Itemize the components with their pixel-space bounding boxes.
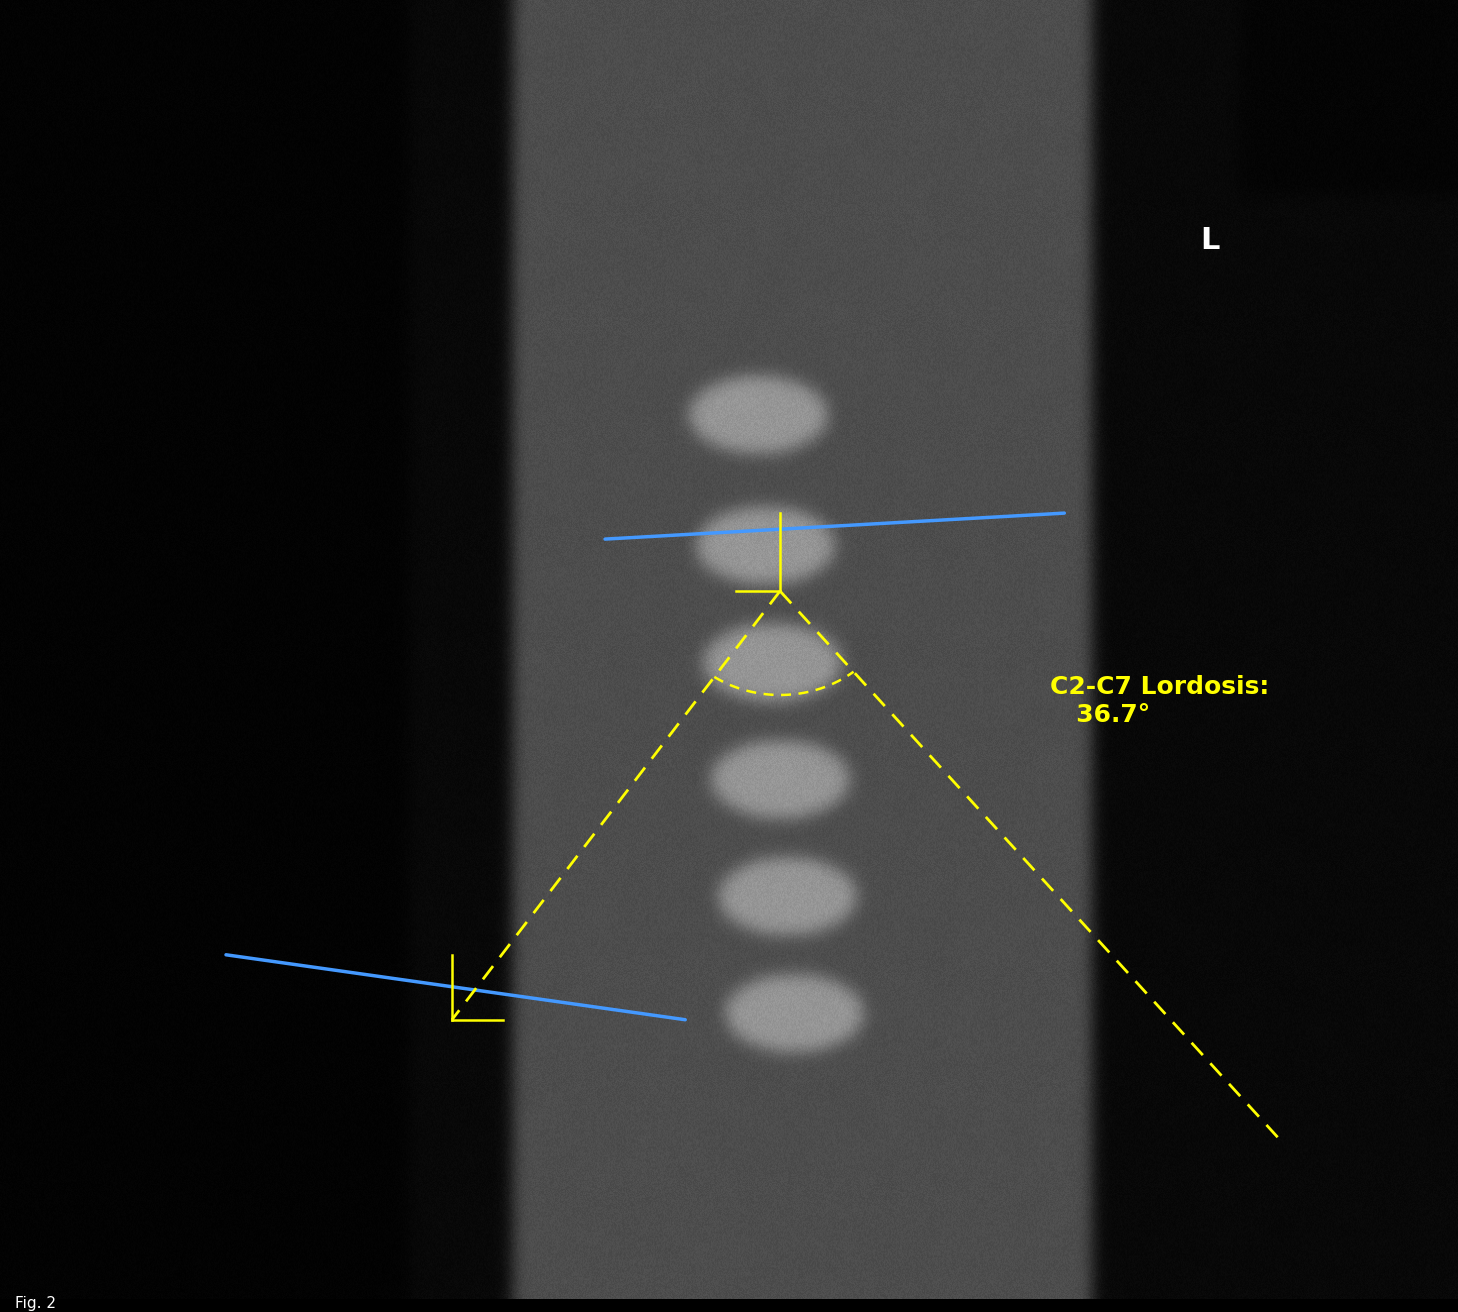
Text: Fig. 2: Fig. 2 (15, 1296, 55, 1312)
Text: C2-C7 Lordosis:
   36.7°: C2-C7 Lordosis: 36.7° (1050, 676, 1268, 727)
Text: L: L (1200, 226, 1220, 255)
